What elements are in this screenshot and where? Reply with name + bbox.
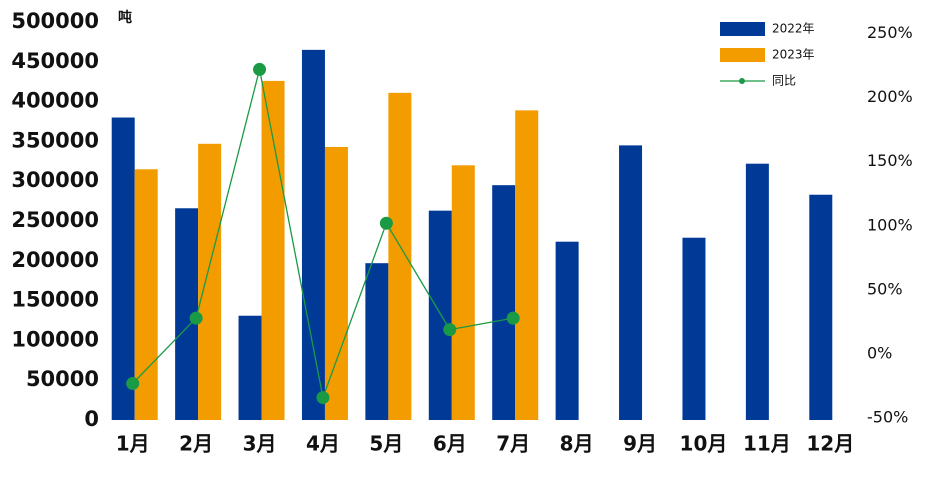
line-point: [316, 391, 330, 405]
bar: [745, 163, 769, 421]
bar: [238, 315, 262, 420]
y2-tick-label: 50%: [867, 279, 903, 298]
y-tick-label: 450000: [11, 49, 99, 73]
x-tick-label: 7月: [496, 432, 530, 456]
unit-label: 吨: [118, 9, 132, 26]
y-tick-label: 350000: [11, 128, 99, 152]
bar: [198, 143, 222, 420]
y-tick-label: 100000: [11, 327, 99, 351]
bar: [388, 92, 412, 421]
line-point: [506, 311, 520, 325]
x-tick-label: 1月: [116, 432, 150, 456]
legend-swatch: [720, 22, 765, 36]
y-tick-label: 0: [84, 407, 99, 431]
y2-tick-label: 250%: [867, 23, 913, 42]
legend-label: 2022年: [772, 22, 815, 36]
bar: [619, 145, 643, 420]
x-tick-label: 4月: [306, 432, 340, 456]
line-point: [379, 216, 393, 230]
legend-label: 2023年: [772, 48, 815, 62]
bar: [261, 80, 285, 421]
x-tick-label: 12月: [806, 432, 854, 456]
bar: [515, 110, 539, 420]
x-tick-label: 8月: [560, 432, 594, 456]
legend-swatch: [720, 48, 765, 62]
x-tick-label: 10月: [680, 432, 728, 456]
bar: [492, 185, 516, 420]
y2-tick-label: 0%: [867, 343, 892, 362]
bar: [809, 194, 833, 420]
y-tick-label: 150000: [11, 288, 99, 312]
x-tick-label: 11月: [743, 432, 791, 456]
bar: [134, 169, 158, 420]
y-tick-label: 250000: [11, 208, 99, 232]
x-tick-label: 2月: [179, 432, 213, 456]
y-tick-label: 50000: [26, 367, 99, 391]
bar: [301, 49, 325, 421]
legend-dot: [739, 78, 745, 84]
x-tick-label: 3月: [243, 432, 277, 456]
line-point: [189, 311, 203, 325]
y-tick-label: 200000: [11, 248, 99, 272]
line-point: [443, 323, 457, 337]
bar: [111, 117, 135, 421]
bar: [682, 237, 706, 420]
bar: [175, 208, 199, 420]
y-tick-label: 300000: [11, 168, 99, 192]
legend-label: 同比: [772, 74, 796, 88]
bar: [365, 263, 389, 420]
bar: [428, 210, 452, 420]
bar: [324, 146, 348, 421]
y2-tick-label: 200%: [867, 87, 913, 106]
bar: [555, 241, 579, 420]
bar: [451, 165, 475, 420]
x-tick-label: 6月: [433, 432, 467, 456]
line-point: [126, 376, 140, 390]
x-tick-label: 5月: [369, 432, 403, 456]
y-tick-label: 500000: [11, 9, 99, 33]
y2-tick-label: 150%: [867, 151, 913, 170]
line-point: [253, 62, 267, 76]
y2-tick-label: -50%: [867, 408, 908, 427]
y-tick-label: 400000: [11, 89, 99, 113]
x-tick-label: 9月: [623, 432, 657, 456]
y2-tick-label: 100%: [867, 215, 913, 234]
